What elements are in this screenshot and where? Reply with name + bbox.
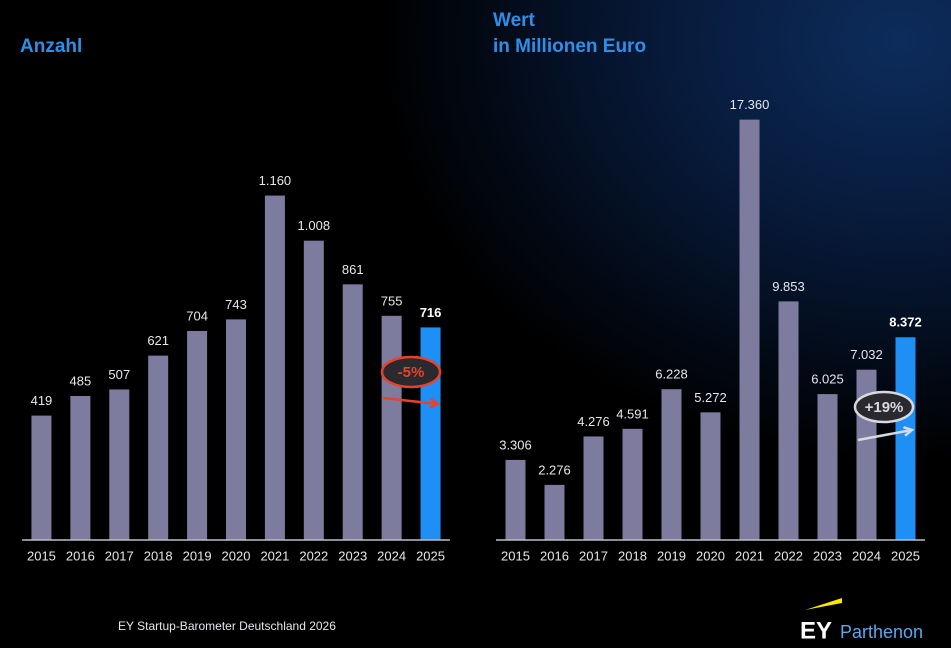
bar	[381, 315, 402, 540]
value-label: 716	[420, 305, 442, 320]
annotation-ellipse	[853, 390, 915, 424]
value-label: 4.591	[616, 406, 649, 421]
value-label: 1.160	[259, 173, 292, 188]
x-tick-label: 2022	[299, 548, 328, 563]
value-label: 2.276	[538, 462, 571, 477]
bar	[739, 119, 760, 541]
annotation-arrowhead	[429, 397, 441, 409]
x-tick-label: 2019	[657, 548, 686, 563]
bar	[661, 389, 682, 540]
logo: EY Parthenon	[800, 598, 923, 644]
value-label: 621	[147, 333, 169, 348]
bar	[342, 284, 363, 540]
bar	[148, 355, 169, 540]
x-tick-label: 2023	[338, 548, 367, 563]
x-tick-label: 2020	[222, 548, 251, 563]
bar	[583, 436, 604, 540]
annotation-arrow	[382, 396, 439, 406]
value-label: 7.032	[850, 347, 883, 362]
x-tick-label: 2024	[377, 548, 406, 563]
x-tick-label: 2018	[618, 548, 647, 563]
x-tick-label: 2018	[144, 548, 173, 563]
bar	[622, 428, 643, 540]
chart-title: Anzahl	[20, 36, 82, 57]
x-tick-label: 2023	[813, 548, 842, 563]
x-tick-label: 2025	[891, 548, 920, 563]
value-label: 8.372	[889, 315, 922, 330]
x-tick-label: 2020	[696, 548, 725, 563]
bar	[505, 459, 526, 540]
x-tick-label: 2021	[260, 548, 289, 563]
x-tick-label: 2015	[27, 548, 56, 563]
bar	[226, 319, 246, 540]
bar	[303, 240, 324, 540]
x-tick-label: 2024	[852, 548, 881, 563]
x-tick-label: 2016	[540, 548, 569, 563]
annotation-ellipse	[380, 355, 442, 389]
value-label: 1.008	[298, 218, 331, 233]
bar	[700, 412, 721, 540]
x-tick-label: 2015	[501, 548, 530, 563]
x-tick-label: 2021	[735, 548, 764, 563]
bar	[817, 394, 838, 540]
bar	[264, 195, 285, 541]
x-tick-label: 2017	[105, 548, 134, 563]
annotation-arrowhead	[903, 426, 915, 437]
value-label: 861	[342, 262, 364, 277]
chart-title: Wert	[493, 10, 536, 31]
value-label: 6.228	[655, 367, 688, 382]
logo-slash	[805, 598, 842, 610]
source-note: EY Startup-Barometer Deutschland 2026	[118, 619, 336, 633]
bar	[70, 395, 91, 540]
logo-text: Parthenon	[840, 622, 923, 642]
value-label: 9.853	[772, 279, 805, 294]
value-label: 755	[381, 293, 403, 308]
value-label: 743	[225, 297, 247, 312]
value-label: 17.360	[730, 97, 770, 112]
value-label: 4.276	[577, 414, 610, 429]
bar	[109, 389, 130, 540]
x-tick-label: 2022	[774, 548, 803, 563]
value-label: 704	[186, 308, 208, 323]
value-label: 3.306	[499, 437, 532, 452]
x-tick-label: 2025	[416, 548, 445, 563]
bar	[544, 484, 565, 540]
annotation-arrow	[857, 428, 913, 442]
annotation: -5%	[398, 364, 425, 381]
value-label: 419	[31, 393, 53, 408]
value-label: 6.025	[811, 372, 844, 387]
chart-subtitle: in Millionen Euro	[493, 36, 646, 57]
x-tick-label: 2016	[66, 548, 95, 563]
bar	[778, 301, 799, 540]
bar	[31, 415, 52, 540]
value-label: 5.272	[694, 390, 727, 405]
value-label: 485	[70, 373, 92, 388]
bar	[895, 337, 916, 540]
bar	[187, 330, 208, 540]
logo-ey: EY	[800, 617, 832, 644]
x-tick-label: 2017	[579, 548, 608, 563]
value-label: 507	[108, 367, 130, 382]
annotation: +19%	[865, 399, 904, 416]
x-tick-label: 2019	[183, 548, 212, 563]
